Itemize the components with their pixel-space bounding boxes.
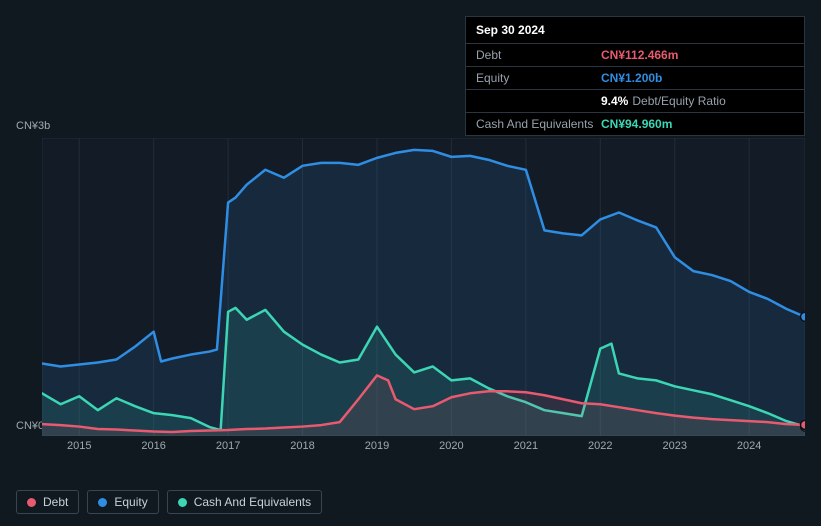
x-axis-tick: 2019 bbox=[365, 440, 389, 452]
x-axis-tick: 2021 bbox=[514, 440, 538, 452]
y-axis-max-label: CN¥3b bbox=[16, 120, 50, 132]
tooltip-row-value: 9.4% bbox=[601, 94, 628, 108]
plot-area[interactable] bbox=[42, 138, 805, 436]
x-axis-tick: 2016 bbox=[141, 440, 165, 452]
x-axis-tick: 2024 bbox=[737, 440, 761, 452]
tooltip-row-value: CN¥112.466m bbox=[601, 48, 678, 62]
legend-item-label: Debt bbox=[43, 495, 68, 509]
x-axis: 2015 2016 2017 2018 2019 2020 2021 2022 2023 2024 bbox=[42, 440, 805, 460]
tooltip-row-extra: Debt/Equity Ratio bbox=[632, 94, 725, 108]
tooltip-row-value: CN¥1.200b bbox=[601, 71, 662, 85]
chart-area: CN¥3b CN¥0 20152016201720182019202020212… bbox=[16, 120, 805, 476]
legend-item[interactable]: Equity bbox=[87, 490, 158, 514]
legend-swatch bbox=[98, 498, 107, 507]
tooltip-date: Sep 30 2024 bbox=[466, 17, 804, 43]
legend: Debt Equity Cash And Equivalents bbox=[16, 490, 322, 514]
x-axis-tick: 2022 bbox=[588, 440, 612, 452]
chart-tooltip: Sep 30 2024 DebtCN¥112.466mEquityCN¥1.20… bbox=[465, 16, 805, 136]
x-axis-tick: 2023 bbox=[662, 440, 686, 452]
x-axis-tick: 2020 bbox=[439, 440, 463, 452]
legend-swatch bbox=[178, 498, 187, 507]
legend-swatch bbox=[27, 498, 36, 507]
legend-item[interactable]: Debt bbox=[16, 490, 79, 514]
tooltip-row: DebtCN¥112.466m bbox=[466, 43, 804, 66]
tooltip-row-label: Equity bbox=[476, 71, 601, 85]
tooltip-row-label: Cash And Equivalents bbox=[476, 117, 601, 131]
tooltip-row-label: Debt bbox=[476, 48, 601, 62]
tooltip-row: Cash And EquivalentsCN¥94.960m bbox=[466, 112, 804, 135]
tooltip-row: 9.4% Debt/Equity Ratio bbox=[466, 89, 804, 112]
legend-item-label: Equity bbox=[114, 495, 147, 509]
legend-item[interactable]: Cash And Equivalents bbox=[167, 490, 322, 514]
legend-item-label: Cash And Equivalents bbox=[194, 495, 311, 509]
y-axis-min-label: CN¥0 bbox=[16, 420, 44, 432]
tooltip-row-value: CN¥94.960m bbox=[601, 117, 672, 131]
x-axis-tick: 2015 bbox=[67, 440, 91, 452]
x-axis-tick: 2017 bbox=[216, 440, 240, 452]
x-axis-tick: 2018 bbox=[290, 440, 314, 452]
tooltip-row: EquityCN¥1.200b bbox=[466, 66, 804, 89]
